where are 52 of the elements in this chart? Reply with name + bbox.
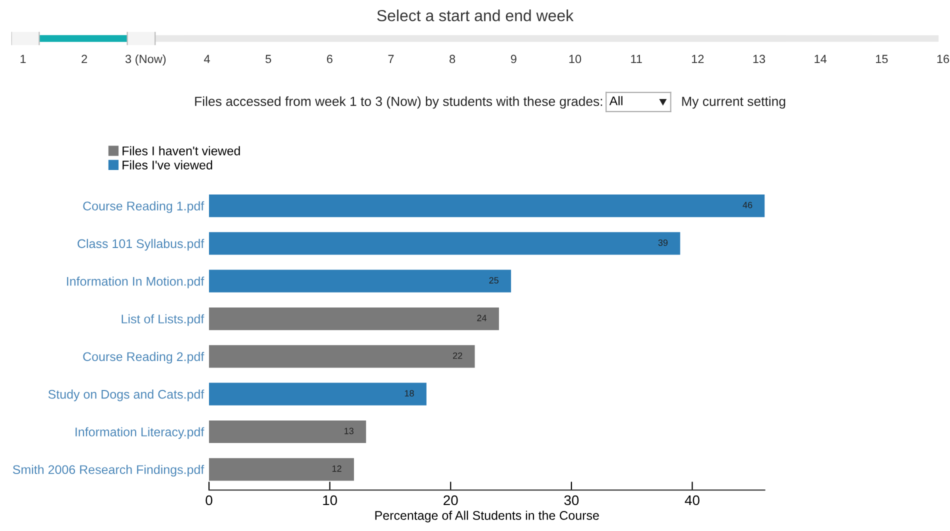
- y-tick-label: Class 101 Syllabus.pdf: [78, 238, 204, 251]
- bar: [209, 382, 426, 406]
- x-tick-label: 30: [564, 495, 579, 506]
- text: 16: [937, 54, 950, 64]
- text: 3 (Now): [125, 54, 166, 66]
- bar: [209, 458, 354, 481]
- text: 4: [204, 54, 210, 64]
- text: 7: [388, 54, 394, 64]
- data-label: 18: [404, 390, 414, 397]
- text: 1: [20, 54, 26, 64]
- data-label: 25: [489, 277, 498, 284]
- text: 6: [326, 54, 332, 64]
- text: 5: [266, 54, 272, 64]
- y-tick-label: Smith 2006 Research Findings.pdf: [12, 464, 204, 477]
- chart-subtitle: Files accessed from week 1 to 3 (Now) by students with these grades:: [195, 96, 602, 109]
- text: 9: [510, 54, 516, 64]
- y-tick-label: Information In Motion.pdf: [67, 276, 204, 288]
- bar: [209, 194, 765, 218]
- x-tick-label: 0: [206, 495, 212, 506]
- text: My current setting: [682, 96, 786, 109]
- legend-label: Files I haven't viewed: [122, 146, 240, 156]
- y-tick-label: Study on Dogs and Cats.pdf: [48, 390, 204, 402]
- text: 8: [450, 54, 456, 64]
- bar: [209, 232, 680, 255]
- text: All: [609, 96, 622, 106]
- x-tick-label: 10: [323, 495, 337, 506]
- data-label: 12: [332, 465, 342, 472]
- y-tick-label: List of Lists.pdf: [122, 314, 204, 326]
- text: 13: [753, 54, 766, 64]
- bar: [209, 345, 475, 368]
- data-label: 39: [658, 239, 668, 246]
- x-tick-label: 20: [444, 495, 458, 506]
- y-tick-label: Course Reading 1.pdf: [83, 201, 204, 213]
- text: 10: [569, 54, 582, 64]
- text: 14: [814, 54, 827, 64]
- text: 11: [631, 54, 642, 64]
- x-tick-label: 40: [684, 495, 700, 506]
- bar: [209, 270, 512, 292]
- y-tick-label: Course Reading 2.pdf: [83, 352, 204, 364]
- bar: [209, 420, 366, 444]
- legend-label: Files I've viewed: [122, 160, 212, 170]
- x-axis-title: Percentage of All Students in the Course: [375, 510, 599, 522]
- data-label: 22: [453, 352, 462, 359]
- chart-title: Select a start and end week: [377, 10, 574, 22]
- data-label: 24: [477, 314, 487, 322]
- y-tick-label: Information Literacy.pdf: [76, 427, 204, 439]
- text: 2: [82, 54, 88, 64]
- data-label: 46: [742, 202, 752, 208]
- data-label: 13: [344, 428, 354, 434]
- text: 15: [876, 54, 888, 64]
- text: 12: [692, 54, 704, 64]
- bar: [209, 307, 499, 330]
